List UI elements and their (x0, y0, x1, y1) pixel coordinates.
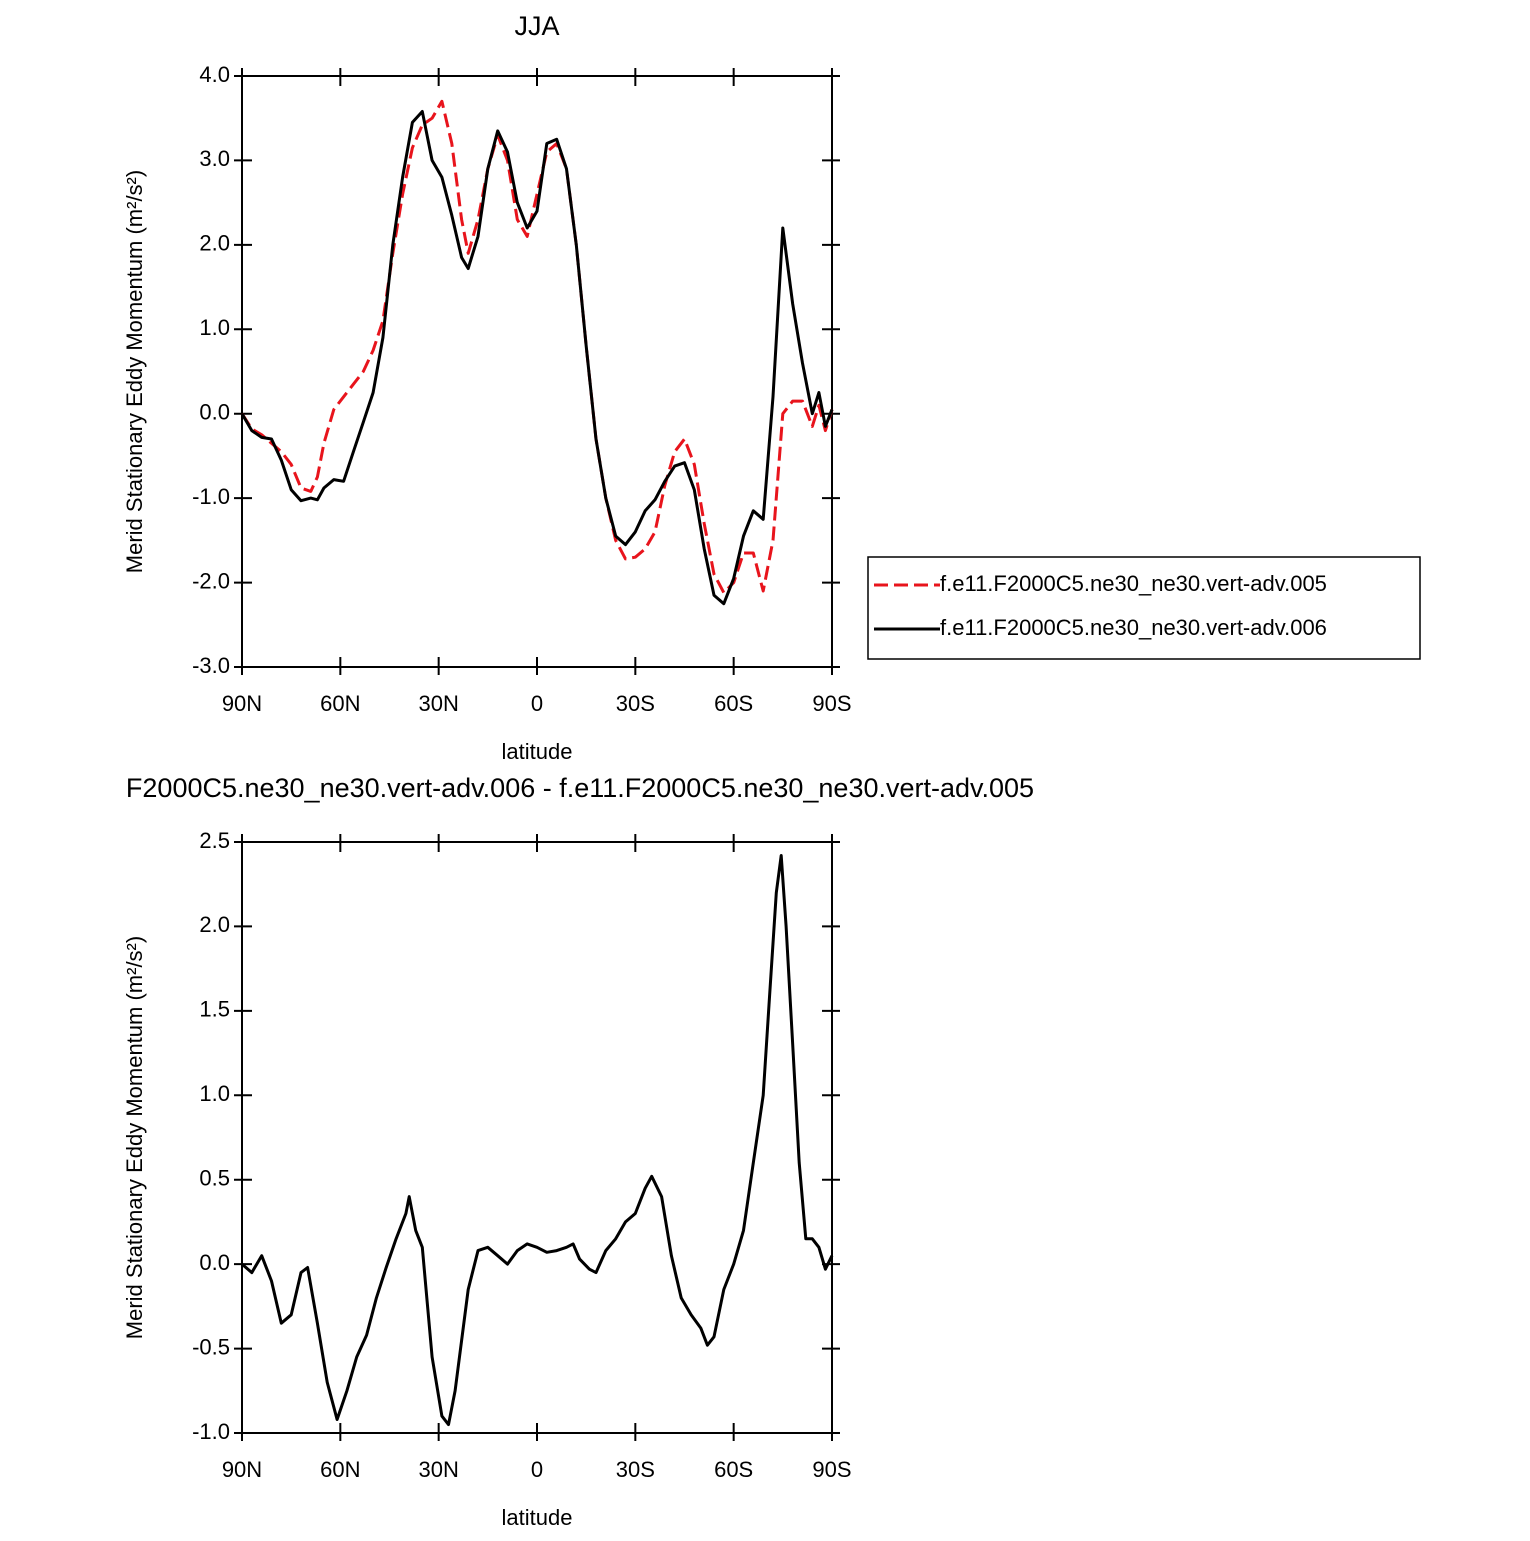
x-tick-label: 60N (320, 1457, 360, 1482)
chart-title: JJA (514, 11, 559, 41)
x-tick-label: 0 (531, 691, 543, 716)
data-line (240, 110, 834, 606)
y-tick-label: 2.5 (199, 828, 230, 853)
y-tick-label: 0.0 (199, 400, 230, 425)
x-tick-label: 90S (812, 1457, 851, 1482)
plot-frame (241, 75, 833, 668)
y-tick-label: -1.0 (192, 1419, 230, 1444)
x-tick-label: 0 (531, 1457, 543, 1482)
x-tick-label: 90N (222, 1457, 262, 1482)
x-axis-label: latitude (502, 739, 573, 764)
y-tick-label: 3.0 (199, 146, 230, 171)
x-tick-label: 60N (320, 691, 360, 716)
y-tick-label: 4.0 (199, 62, 230, 87)
y-tick-label: -0.5 (192, 1334, 230, 1359)
y-tick-label: 0.5 (199, 1166, 230, 1191)
data-line (241, 854, 834, 1427)
legend-label: f.e11.F2000C5.ne30_ne30.vert-adv.005 (940, 571, 1327, 596)
y-tick-label: 1.5 (199, 997, 230, 1022)
x-axis-label: latitude (502, 1505, 573, 1530)
plot-frame (241, 841, 833, 1434)
legend-label: f.e11.F2000C5.ne30_ne30.vert-adv.006 (940, 615, 1327, 640)
y-tick-label: 0.0 (199, 1250, 230, 1275)
y-tick-label: 2.0 (199, 912, 230, 937)
y-tick-label: -2.0 (192, 568, 230, 593)
chart-title: F2000C5.ne30_ne30.vert-adv.006 - f.e11.F… (126, 773, 1034, 803)
x-tick-label: 30S (616, 691, 655, 716)
x-tick-label: 90N (222, 691, 262, 716)
x-tick-label: 30S (616, 1457, 655, 1482)
x-tick-label: 60S (714, 691, 753, 716)
data-line (240, 99, 834, 595)
y-tick-label: -1.0 (192, 484, 230, 509)
x-tick-label: 30N (418, 691, 458, 716)
y-axis-label: Merid Stationary Eddy Momentum (m²/s²) (122, 170, 147, 573)
x-tick-label: 90S (812, 691, 851, 716)
y-tick-label: 1.0 (199, 1081, 230, 1106)
x-tick-label: 60S (714, 1457, 753, 1482)
x-tick-label: 30N (418, 1457, 458, 1482)
legend-box (867, 556, 1421, 660)
y-axis-label: Merid Stationary Eddy Momentum (m²/s²) (122, 936, 147, 1339)
y-tick-label: 2.0 (199, 231, 230, 256)
y-tick-label: -3.0 (192, 653, 230, 678)
y-tick-label: 1.0 (199, 315, 230, 340)
